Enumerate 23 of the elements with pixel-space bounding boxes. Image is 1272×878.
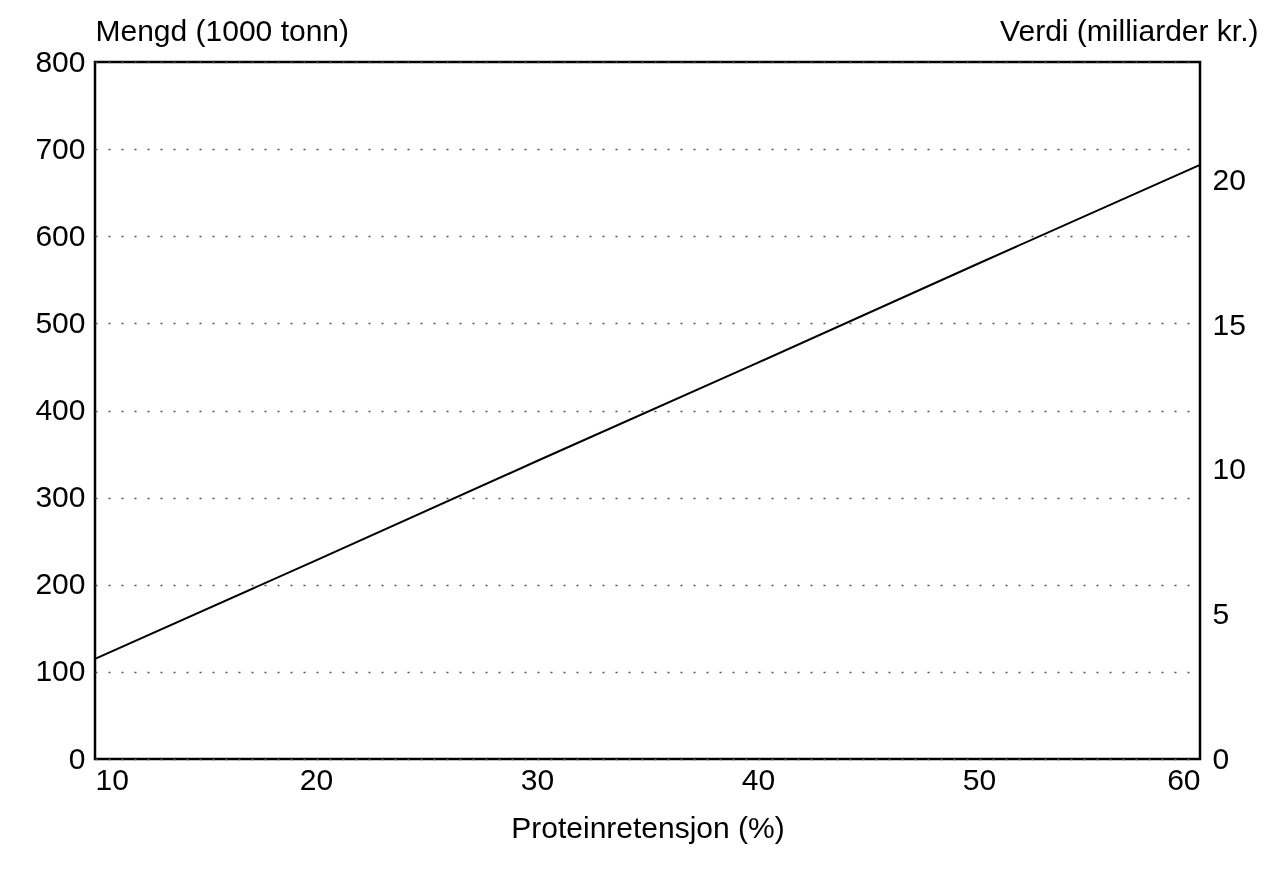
y-tick-label: 0 — [68, 741, 86, 775]
y2-tick-label: 5 — [1212, 596, 1230, 630]
y-tick-label: 300 — [35, 480, 86, 514]
y-tick-label: 400 — [35, 393, 86, 426]
y-tick-label: 700 — [35, 131, 86, 165]
x-tick-label: 10 — [95, 762, 129, 796]
x-tick-label: 60 — [1167, 762, 1201, 796]
y-axis-title: Mengd (1000 tonn) — [95, 13, 350, 47]
x-tick-label: 30 — [520, 762, 555, 796]
y-tick-label: 200 — [35, 567, 86, 601]
y2-tick-label: 20 — [1212, 163, 1246, 197]
y2-tick-label: 10 — [1212, 452, 1246, 486]
x-tick-label: 50 — [962, 762, 997, 796]
x-tick-label: 40 — [741, 762, 776, 796]
y2-axis-title: Verdi (milliarder kr.) — [1000, 13, 1259, 47]
y2-tick-label: 0 — [1212, 741, 1230, 775]
y-tick-label: 600 — [35, 218, 86, 252]
y2-tick-label: 15 — [1212, 307, 1246, 341]
y-tick-label: 100 — [35, 654, 86, 688]
x-axis-title: Proteinretensjon (%) — [511, 810, 785, 844]
y-tick-label: 800 — [35, 44, 86, 78]
y-tick-label: 500 — [35, 305, 86, 339]
x-tick-label: 20 — [299, 762, 334, 796]
